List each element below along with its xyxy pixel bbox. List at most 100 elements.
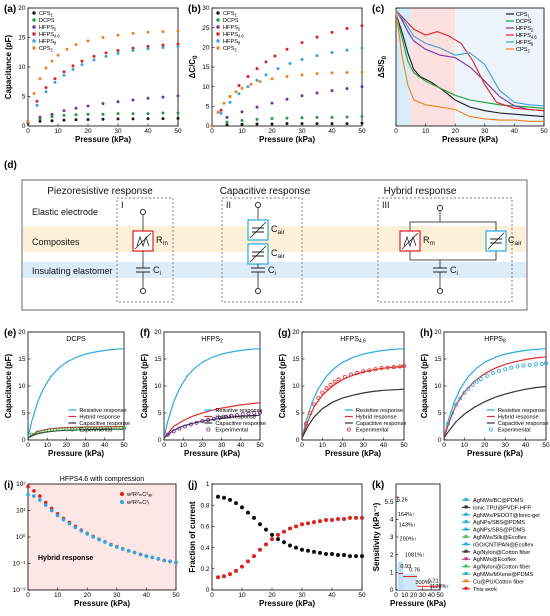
resistor-sub: m: [430, 240, 435, 247]
panel-label: (b): [188, 4, 201, 15]
y-tick-label: 20: [154, 329, 162, 336]
experimental-point: [503, 367, 508, 372]
y-tick-label: 15: [18, 356, 26, 363]
data-point-capacitive: [228, 497, 232, 502]
experimental-point: [474, 379, 479, 384]
x-axis-label: Pressure (kPa): [48, 449, 104, 458]
chart-j: 0 10 20 30 40 50 0 0.2 0.4 0.6 0.8 1 Pressure (kPa) F…: [188, 481, 366, 608]
experimental-point: [41, 429, 46, 434]
data-point-HFPS4.6: [264, 60, 268, 64]
legend-marker: [346, 427, 351, 432]
y-tick-label: 0: [438, 437, 442, 444]
fit-line: [301, 366, 405, 439]
data-point-CPS1: [330, 122, 334, 126]
legend-sub: 2: [238, 27, 241, 32]
sensitivity-annotation: 0.21: [428, 579, 439, 585]
data-point-DCPS: [86, 112, 90, 116]
legend-sub: 1: [235, 13, 238, 18]
fit-line: [443, 385, 547, 439]
x-axis-label: Pressure (kPa): [74, 599, 130, 608]
data-point-CPS2: [161, 30, 165, 34]
data-point-HFPS4.6: [273, 54, 277, 58]
data-point-CPS2: [86, 39, 90, 43]
data-point-HFPS2: [225, 115, 229, 119]
data-point-HFPS8: [80, 63, 84, 67]
resistor-sub: m: [163, 240, 168, 247]
chart-i: 0 10 20 30 40 50 10² 10¹ 10⁰ 10⁻¹ 10⁻² Pressure (kP…: [13, 476, 180, 608]
data-point-series-2: [32, 489, 36, 493]
fit-line: [163, 348, 261, 438]
x-tick-label: 10: [422, 128, 430, 135]
panel-label: (c): [372, 4, 384, 15]
x-tick-label: 40: [328, 592, 336, 599]
cap-sub: air: [278, 229, 286, 236]
y-tick-label: 0.2: [200, 566, 209, 573]
legend-label: CPS2: [39, 46, 54, 53]
data-point-HFPS2: [50, 112, 54, 116]
data-point-HFPS8: [255, 78, 259, 82]
legend-marker: [464, 527, 468, 531]
y-tick-label: 10¹: [16, 508, 26, 515]
legend-label: CPS1: [39, 11, 54, 18]
y-axis-label-sub: 0: [382, 55, 388, 59]
data-point-CPS2: [315, 72, 319, 76]
experimental-point: [217, 415, 222, 420]
legend-label: AgNPs/SBS@PDMS: [473, 520, 525, 526]
experimental-point: [320, 390, 325, 395]
data-point-HFPS8: [131, 48, 135, 52]
y-tick-label: 10⁰: [16, 533, 26, 541]
legend-marker: [70, 427, 75, 432]
data-point-HFPS4.6: [285, 47, 289, 51]
y-tick-label: 15: [202, 64, 210, 71]
y-tick-label: 15: [18, 35, 26, 42]
data-point-HFPS2: [240, 110, 244, 114]
x-tick-label: 20: [481, 442, 489, 449]
y-tick-label: 5: [438, 410, 442, 417]
data-point-series-1: [144, 554, 149, 558]
legend-label: w²R²ₘC²ᵢ: [126, 500, 149, 506]
sensitivity-annotation: 1129%↑: [429, 584, 449, 590]
terminal-node: [254, 287, 262, 295]
y-tick-label: 0.8: [200, 502, 209, 509]
data-point-series-1: [162, 558, 166, 563]
experimental-point: [234, 413, 239, 418]
chart-title: HFPS2: [201, 336, 223, 345]
experimental-point: [246, 411, 251, 416]
legend-label: AgNWs@Ecoflex: [473, 557, 516, 563]
x-tick-label: 20: [84, 592, 92, 599]
legend-label: Ionic TPU@PVDF-HFP: [473, 505, 531, 511]
x-tick-label: 20: [452, 128, 460, 135]
data-point-HFPS4.6: [300, 41, 304, 45]
data-point-HFPS2: [315, 91, 319, 95]
data-point-series-1: [150, 555, 155, 560]
data-point-HFPS8: [315, 54, 319, 58]
fit-line: [443, 348, 547, 438]
data-point-HFPS2: [74, 106, 78, 110]
x-tick-label: 50: [358, 592, 366, 599]
legend-label: HFPS2: [39, 25, 57, 32]
legend-label: Capacitive response: [498, 421, 549, 427]
data-point-DCPS: [345, 115, 349, 119]
experimental-point: [466, 386, 471, 391]
variable-arrow: [249, 245, 267, 263]
diagram-row-label: Composites: [32, 237, 80, 247]
legend-sub: 2: [531, 28, 534, 33]
fit-line: [27, 348, 125, 438]
data-point-series-1: [55, 513, 60, 518]
diagram-frame: [21, 179, 528, 311]
legend-marker: [464, 520, 468, 524]
experimental-point: [539, 361, 544, 366]
data-point-series-1: [103, 540, 107, 544]
legend-label: This work: [473, 587, 497, 593]
resistor-symbol: [403, 235, 417, 248]
experimental-point: [533, 362, 538, 367]
data-point-HFPS2: [116, 100, 120, 104]
x-tick-label: 40: [101, 442, 109, 449]
legend-label: AgNWs/BC@PDMS: [473, 498, 523, 504]
data-point-CPS2: [258, 80, 262, 84]
data-point-CPS2: [210, 124, 214, 128]
legend-marker: [216, 32, 220, 36]
legend-marker: [464, 564, 468, 568]
